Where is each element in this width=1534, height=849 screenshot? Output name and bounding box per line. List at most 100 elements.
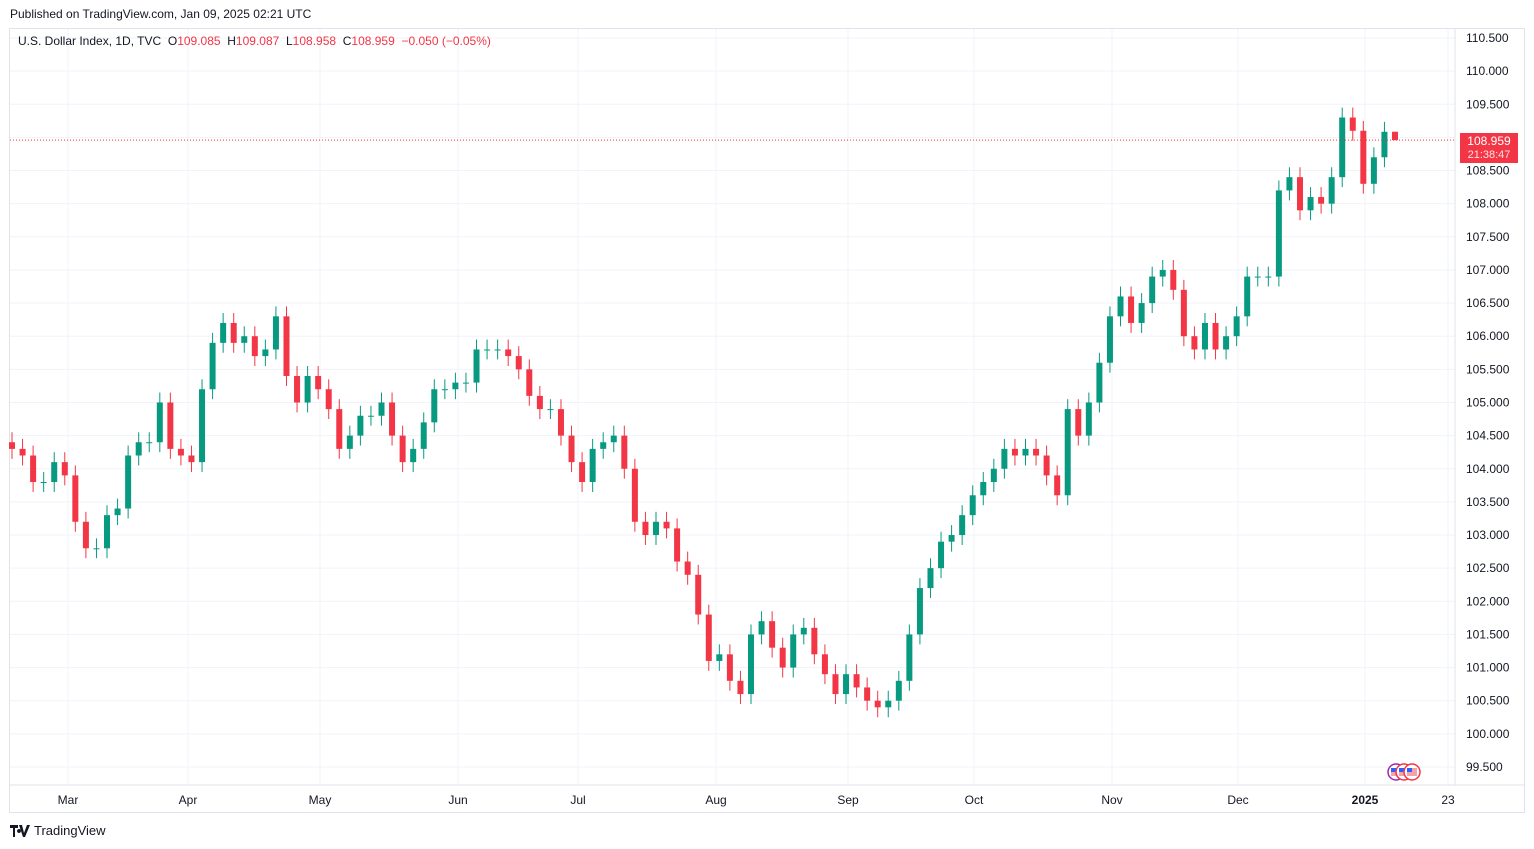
candle-body <box>695 574 702 615</box>
candle-body <box>1349 117 1356 131</box>
y-tick-label: 110.500 <box>1466 31 1509 45</box>
candle-body <box>61 462 68 476</box>
candle-body <box>600 442 607 449</box>
candle-body <box>790 634 797 668</box>
candle-body <box>526 369 533 396</box>
open-value: 109.085 <box>177 34 221 48</box>
candle-body <box>367 415 374 417</box>
candle-body <box>1117 296 1124 317</box>
candle-body <box>399 435 406 463</box>
candle-body <box>547 409 554 411</box>
last-price-label: 108.959 21:38:47 <box>1460 133 1518 163</box>
y-tick-label: 101.000 <box>1466 661 1510 675</box>
candle-body <box>357 415 364 436</box>
candle-body <box>990 468 997 483</box>
us-flag-canton <box>1391 768 1396 772</box>
candle-body <box>1307 197 1314 211</box>
x-tick-label: Mar <box>58 793 79 807</box>
y-tick-label: 107.500 <box>1466 230 1510 244</box>
candle-body <box>125 455 132 509</box>
high-label: H <box>227 34 236 48</box>
candle-body <box>684 561 691 575</box>
candle-body <box>82 521 89 549</box>
candle-body <box>705 614 712 661</box>
candle-body <box>758 621 765 635</box>
candle-body <box>969 495 976 516</box>
candle-body <box>51 462 58 483</box>
candle-body <box>864 687 871 701</box>
candle-body <box>652 521 659 536</box>
y-tick-label: 110.000 <box>1466 64 1509 78</box>
candle-body <box>769 621 776 648</box>
candle-body <box>1275 190 1282 277</box>
published-caption: Published on TradingView.com, Jan 09, 20… <box>10 7 312 21</box>
y-tick-label: 99.500 <box>1466 760 1503 774</box>
candle-body <box>251 336 258 357</box>
y-tick-label: 103.500 <box>1466 495 1510 509</box>
candle-body <box>1001 448 1008 469</box>
y-tick-label: 103.000 <box>1466 528 1510 542</box>
candle-body <box>1149 276 1156 304</box>
candle-body <box>1138 303 1145 323</box>
candle-body <box>135 442 142 456</box>
chart-frame <box>9 28 1525 813</box>
candle-body <box>505 349 512 357</box>
candle-body <box>30 455 37 483</box>
candle-body <box>895 680 902 701</box>
candle-body <box>389 402 396 436</box>
candle-body <box>72 475 79 522</box>
us-flag-canton <box>1399 768 1404 772</box>
x-tick-label: Oct <box>965 793 984 807</box>
candle-body <box>916 588 923 635</box>
y-tick-label: 107.000 <box>1466 263 1510 277</box>
candle-body <box>40 482 47 484</box>
candle-body <box>557 409 564 436</box>
candle-body <box>494 349 501 351</box>
candle-body <box>220 322 227 343</box>
candle-body <box>146 442 153 444</box>
candle-body <box>378 402 385 416</box>
candle-body <box>9 442 15 449</box>
candle-body <box>1180 289 1187 337</box>
candle-body <box>336 409 343 449</box>
candle-body <box>19 448 26 456</box>
tradingview-logo[interactable]: TradingView <box>10 823 106 838</box>
candle-body <box>1085 402 1092 436</box>
candle-body <box>209 342 216 390</box>
candle-body <box>1159 269 1166 277</box>
y-tick-label: 106.000 <box>1466 329 1510 343</box>
candle-body <box>1128 296 1135 323</box>
y-tick-label: 100.500 <box>1466 694 1510 708</box>
candle-body <box>832 674 839 695</box>
candle-body <box>811 627 818 655</box>
candle-body <box>1106 316 1113 363</box>
x-tick-label: Apr <box>179 793 198 807</box>
candle-body <box>980 482 987 496</box>
candle-body <box>1296 177 1303 211</box>
candle-body <box>821 654 828 675</box>
candle-body <box>420 422 427 449</box>
candle-body <box>272 316 279 350</box>
candle-body <box>304 375 311 403</box>
y-tick-label: 109.500 <box>1466 97 1510 111</box>
x-tick-label: Aug <box>705 793 726 807</box>
candle-body <box>1096 362 1103 403</box>
candle-body <box>906 634 913 681</box>
candle-body <box>938 541 945 569</box>
x-tick-label: Nov <box>1101 793 1122 807</box>
candle-body <box>283 316 290 376</box>
candle-body <box>1170 269 1177 290</box>
candle-body <box>104 515 111 549</box>
y-tick-label: 104.500 <box>1466 429 1510 443</box>
candle-body <box>927 568 934 589</box>
candle-body <box>1022 448 1029 456</box>
brand-name: TradingView <box>34 823 106 838</box>
candle-body <box>1318 197 1325 204</box>
candle-body <box>473 349 480 383</box>
candle-body <box>1244 276 1251 317</box>
candle-body <box>1201 322 1208 350</box>
candle-body <box>1212 322 1219 350</box>
candle-body <box>241 336 248 343</box>
candle-body <box>1075 409 1082 436</box>
